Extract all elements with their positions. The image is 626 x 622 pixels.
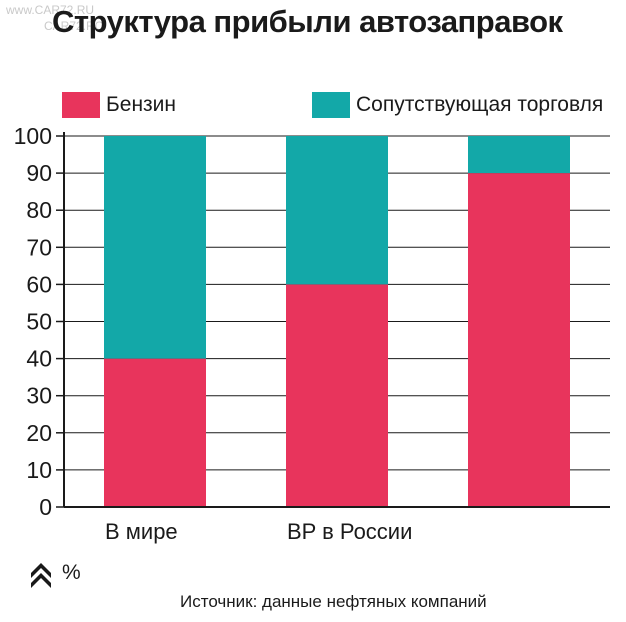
y-tick-label: 20: [26, 420, 52, 446]
bar-segment-gasoline: [104, 358, 206, 507]
bar-segment-gasoline: [286, 284, 388, 507]
legend-item-related-trade: Сопутствующая торговля: [312, 90, 603, 120]
bar-segment-gasoline: [468, 173, 570, 507]
y-tick-label: 50: [26, 309, 52, 335]
x-tick-label: В мире: [105, 519, 178, 544]
x-tick-label: BP в России: [287, 519, 412, 544]
bar-segment-related-trade: [286, 136, 388, 285]
watermark-line-1: www.CAR72.RU: [6, 3, 95, 17]
y-tick-label: 60: [26, 271, 52, 297]
y-tick-label: 100: [14, 123, 52, 149]
legend-swatch-gasoline: [62, 92, 100, 118]
y-tick-label: 70: [26, 234, 52, 260]
y-tick-label: 30: [26, 383, 52, 409]
legend-swatch-related-trade: [312, 92, 350, 118]
chart-title: Структура прибыли автозаправок: [52, 4, 563, 39]
legend-label-related-trade: Сопутствующая торговля: [356, 93, 604, 116]
bar-segment-related-trade: [468, 136, 570, 174]
legend-item-gasoline: Бензин: [62, 90, 176, 120]
y-tick-label: 90: [26, 160, 52, 186]
source-note: Источник: данные нефтяных компаний: [180, 592, 487, 611]
y-tick-label: 40: [26, 346, 52, 372]
watermark: www.CAR72.RU CAR72.RO: [6, 2, 104, 34]
bar-segment-related-trade: [104, 136, 206, 359]
y-tick-label: 80: [26, 197, 52, 223]
y-tick-label: 10: [26, 457, 52, 483]
watermark-line-2: CAR72.RO: [44, 19, 105, 33]
unit-indicator: %: [28, 558, 81, 588]
legend-label-gasoline: Бензин: [106, 93, 177, 116]
double-chevron-up-icon: [31, 563, 51, 588]
y-tick-label: 0: [39, 494, 52, 520]
unit-label: %: [62, 561, 81, 584]
